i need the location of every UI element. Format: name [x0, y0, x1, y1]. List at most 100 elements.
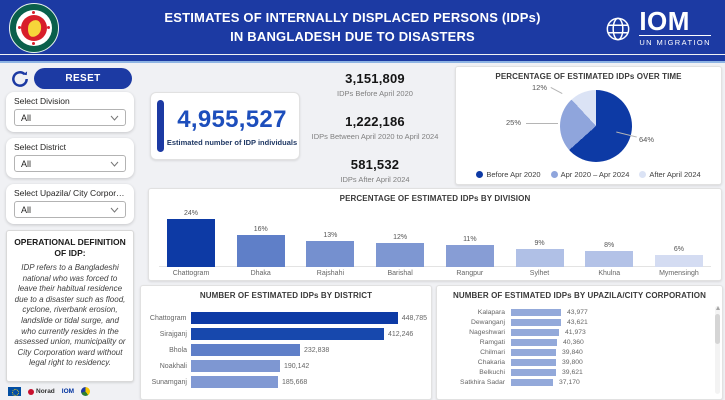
upazila-bar-value: 43,977 [567, 309, 588, 316]
district-category-label: Sirajganj [159, 330, 187, 338]
upazila-row: Chilmari 39,840 [447, 349, 712, 356]
pie-chart-title: PERCENTAGE OF ESTIMATED IDPs OVER TIME [495, 72, 682, 81]
upazila-bar-value: 40,360 [563, 339, 584, 346]
pie-slice-label-2020-2024: 25% [506, 118, 522, 127]
district-bar[interactable] [191, 360, 280, 372]
district-category-label: Bhola [169, 346, 187, 354]
district-row: Chattogram 448,785 [149, 312, 427, 324]
upazila-category-label: Dewanganj [470, 319, 505, 326]
upazila-bar-value: 37,170 [559, 379, 580, 386]
legend-label: After April 2024 [649, 170, 701, 179]
division-bar[interactable] [236, 235, 285, 267]
chevron-down-icon [110, 161, 119, 167]
division-category-label: Sylhet [529, 270, 550, 277]
division-column: 12% Barishal [370, 210, 430, 277]
district-bar[interactable] [191, 376, 278, 388]
division-bar[interactable] [445, 245, 494, 267]
district-bar[interactable] [190, 312, 398, 324]
division-category-label: Chattogram [172, 270, 210, 277]
district-category-label: Noakhali [159, 362, 187, 370]
district-row: Bhola 232,838 [149, 344, 427, 356]
upazila-rows: Kalapara 43,977 Dewanganj 43,621 Nageshwari 4… [447, 309, 712, 389]
district-chart-title: NUMBER OF ESTIMATED IDPs BY DISTRICT [199, 291, 373, 300]
district-row: Noakhali 190,142 [149, 360, 427, 372]
time-period-stats: 3,151,809 IDPs Before April 2020 1,222,1… [299, 71, 451, 200]
legend-item[interactable]: Before Apr 2020 [476, 170, 541, 179]
upazila-chart-card: NUMBER OF ESTIMATED IDPs BY UPAZILA/CITY… [436, 285, 723, 400]
norad-icon [28, 388, 34, 395]
upazila-bar[interactable] [511, 329, 559, 336]
filter-district-dropdown[interactable]: All [14, 155, 126, 172]
division-column: 6% Mymensingh [649, 210, 709, 277]
division-chart-card: PERCENTAGE OF ESTIMATED IDPs BY DIVISION… [148, 188, 722, 281]
district-bar-value: 190,142 [284, 362, 310, 370]
iom-globe-icon [606, 17, 630, 40]
upazila-bar-value: 43,621 [567, 319, 588, 326]
upazila-bar[interactable] [511, 309, 561, 316]
division-column: 16% Dhaka [231, 210, 291, 277]
division-category-label: Barishal [387, 270, 413, 277]
iom-subtitle: UN MIGRATION [639, 35, 711, 47]
division-bar[interactable] [306, 241, 355, 267]
chevron-down-icon [110, 207, 119, 213]
division-bar[interactable] [585, 251, 634, 267]
upazila-bar[interactable] [511, 319, 561, 326]
idp-definition-card: OPERATIONAL DEFINITION OF IDP: IDP refer… [6, 230, 134, 382]
legend-label: Before Apr 2020 [486, 170, 541, 179]
upazila-bar[interactable] [511, 339, 557, 346]
filter-upazila-dropdown[interactable]: All [14, 201, 126, 218]
division-bar[interactable] [376, 243, 425, 267]
round-partner-logo-icon [81, 387, 91, 396]
scrollbar-thumb[interactable] [715, 314, 720, 344]
pie-callout-line [550, 87, 563, 94]
division-column: 11% Rangpur [440, 210, 500, 277]
upazila-row: Kalapara 43,977 [447, 309, 712, 316]
legend-item[interactable]: Apr 2020 – Apr 2024 [550, 170, 629, 179]
upazila-chart-title: NUMBER OF ESTIMATED IDPs BY UPAZILA/CITY… [453, 291, 706, 300]
kpi-accent-bar [157, 100, 164, 152]
pie-slice-label-after-2024: 12% [532, 83, 548, 92]
reset-button[interactable]: RESET [34, 68, 132, 89]
district-bar-value: 412,246 [388, 330, 414, 338]
upazila-row: Belkuchi 39,621 [447, 369, 712, 376]
pie-legend: Before Apr 2020 Apr 2020 – Apr 2024 After … [456, 170, 721, 179]
division-column: 9% Sylhet [510, 210, 570, 277]
upazila-bar[interactable] [511, 369, 556, 376]
pie-chart-card: PERCENTAGE OF ESTIMATED IDPs OVER TIME 1… [455, 66, 722, 185]
division-bar-value: 6% [673, 246, 684, 253]
district-row: Sirajganj 412,246 [149, 328, 427, 340]
upazila-bar[interactable] [511, 379, 553, 386]
district-bar[interactable] [191, 328, 384, 340]
legend-item[interactable]: After April 2024 [639, 170, 701, 179]
upazila-bar-value: 41,973 [565, 329, 586, 336]
scrollbar[interactable] [715, 306, 720, 394]
upazila-category-label: Ramgati [479, 339, 505, 346]
upazila-bar[interactable] [511, 359, 556, 366]
pie-callout-line [526, 123, 558, 124]
stat-before-2020: 3,151,809 IDPs Before April 2020 [299, 71, 451, 98]
upazila-category-label: Chakaria [477, 359, 505, 366]
kpi-value: 4,955,527 [177, 105, 287, 133]
eu-flag-icon [8, 387, 21, 396]
division-bar-value: 12% [393, 234, 408, 241]
division-bar[interactable] [515, 249, 564, 267]
district-bar[interactable] [191, 344, 300, 356]
division-bar[interactable] [654, 255, 703, 267]
upazila-row: Dewanganj 43,621 [447, 319, 712, 326]
norad-label: Norad [36, 388, 55, 395]
district-category-label: Sunamganj [151, 378, 187, 386]
filter-division-dropdown[interactable]: All [14, 109, 126, 126]
upazila-category-label: Belkuchi [479, 369, 505, 376]
pie-chart[interactable] [560, 90, 632, 162]
division-column: 24% Chattogram [161, 210, 221, 277]
refresh-icon[interactable] [10, 69, 30, 89]
definition-title-line2: OF IDP: [54, 247, 86, 258]
upazila-row: Ramgati 40,360 [447, 339, 712, 346]
filter-upazila: Select Upazila/ City Corpora... All [6, 184, 134, 224]
filter-district: Select District All [6, 138, 134, 178]
filter-district-label: Select District [14, 142, 66, 152]
upazila-bar[interactable] [511, 349, 556, 356]
division-bar[interactable] [167, 219, 215, 267]
legend-dot-icon [550, 171, 558, 178]
